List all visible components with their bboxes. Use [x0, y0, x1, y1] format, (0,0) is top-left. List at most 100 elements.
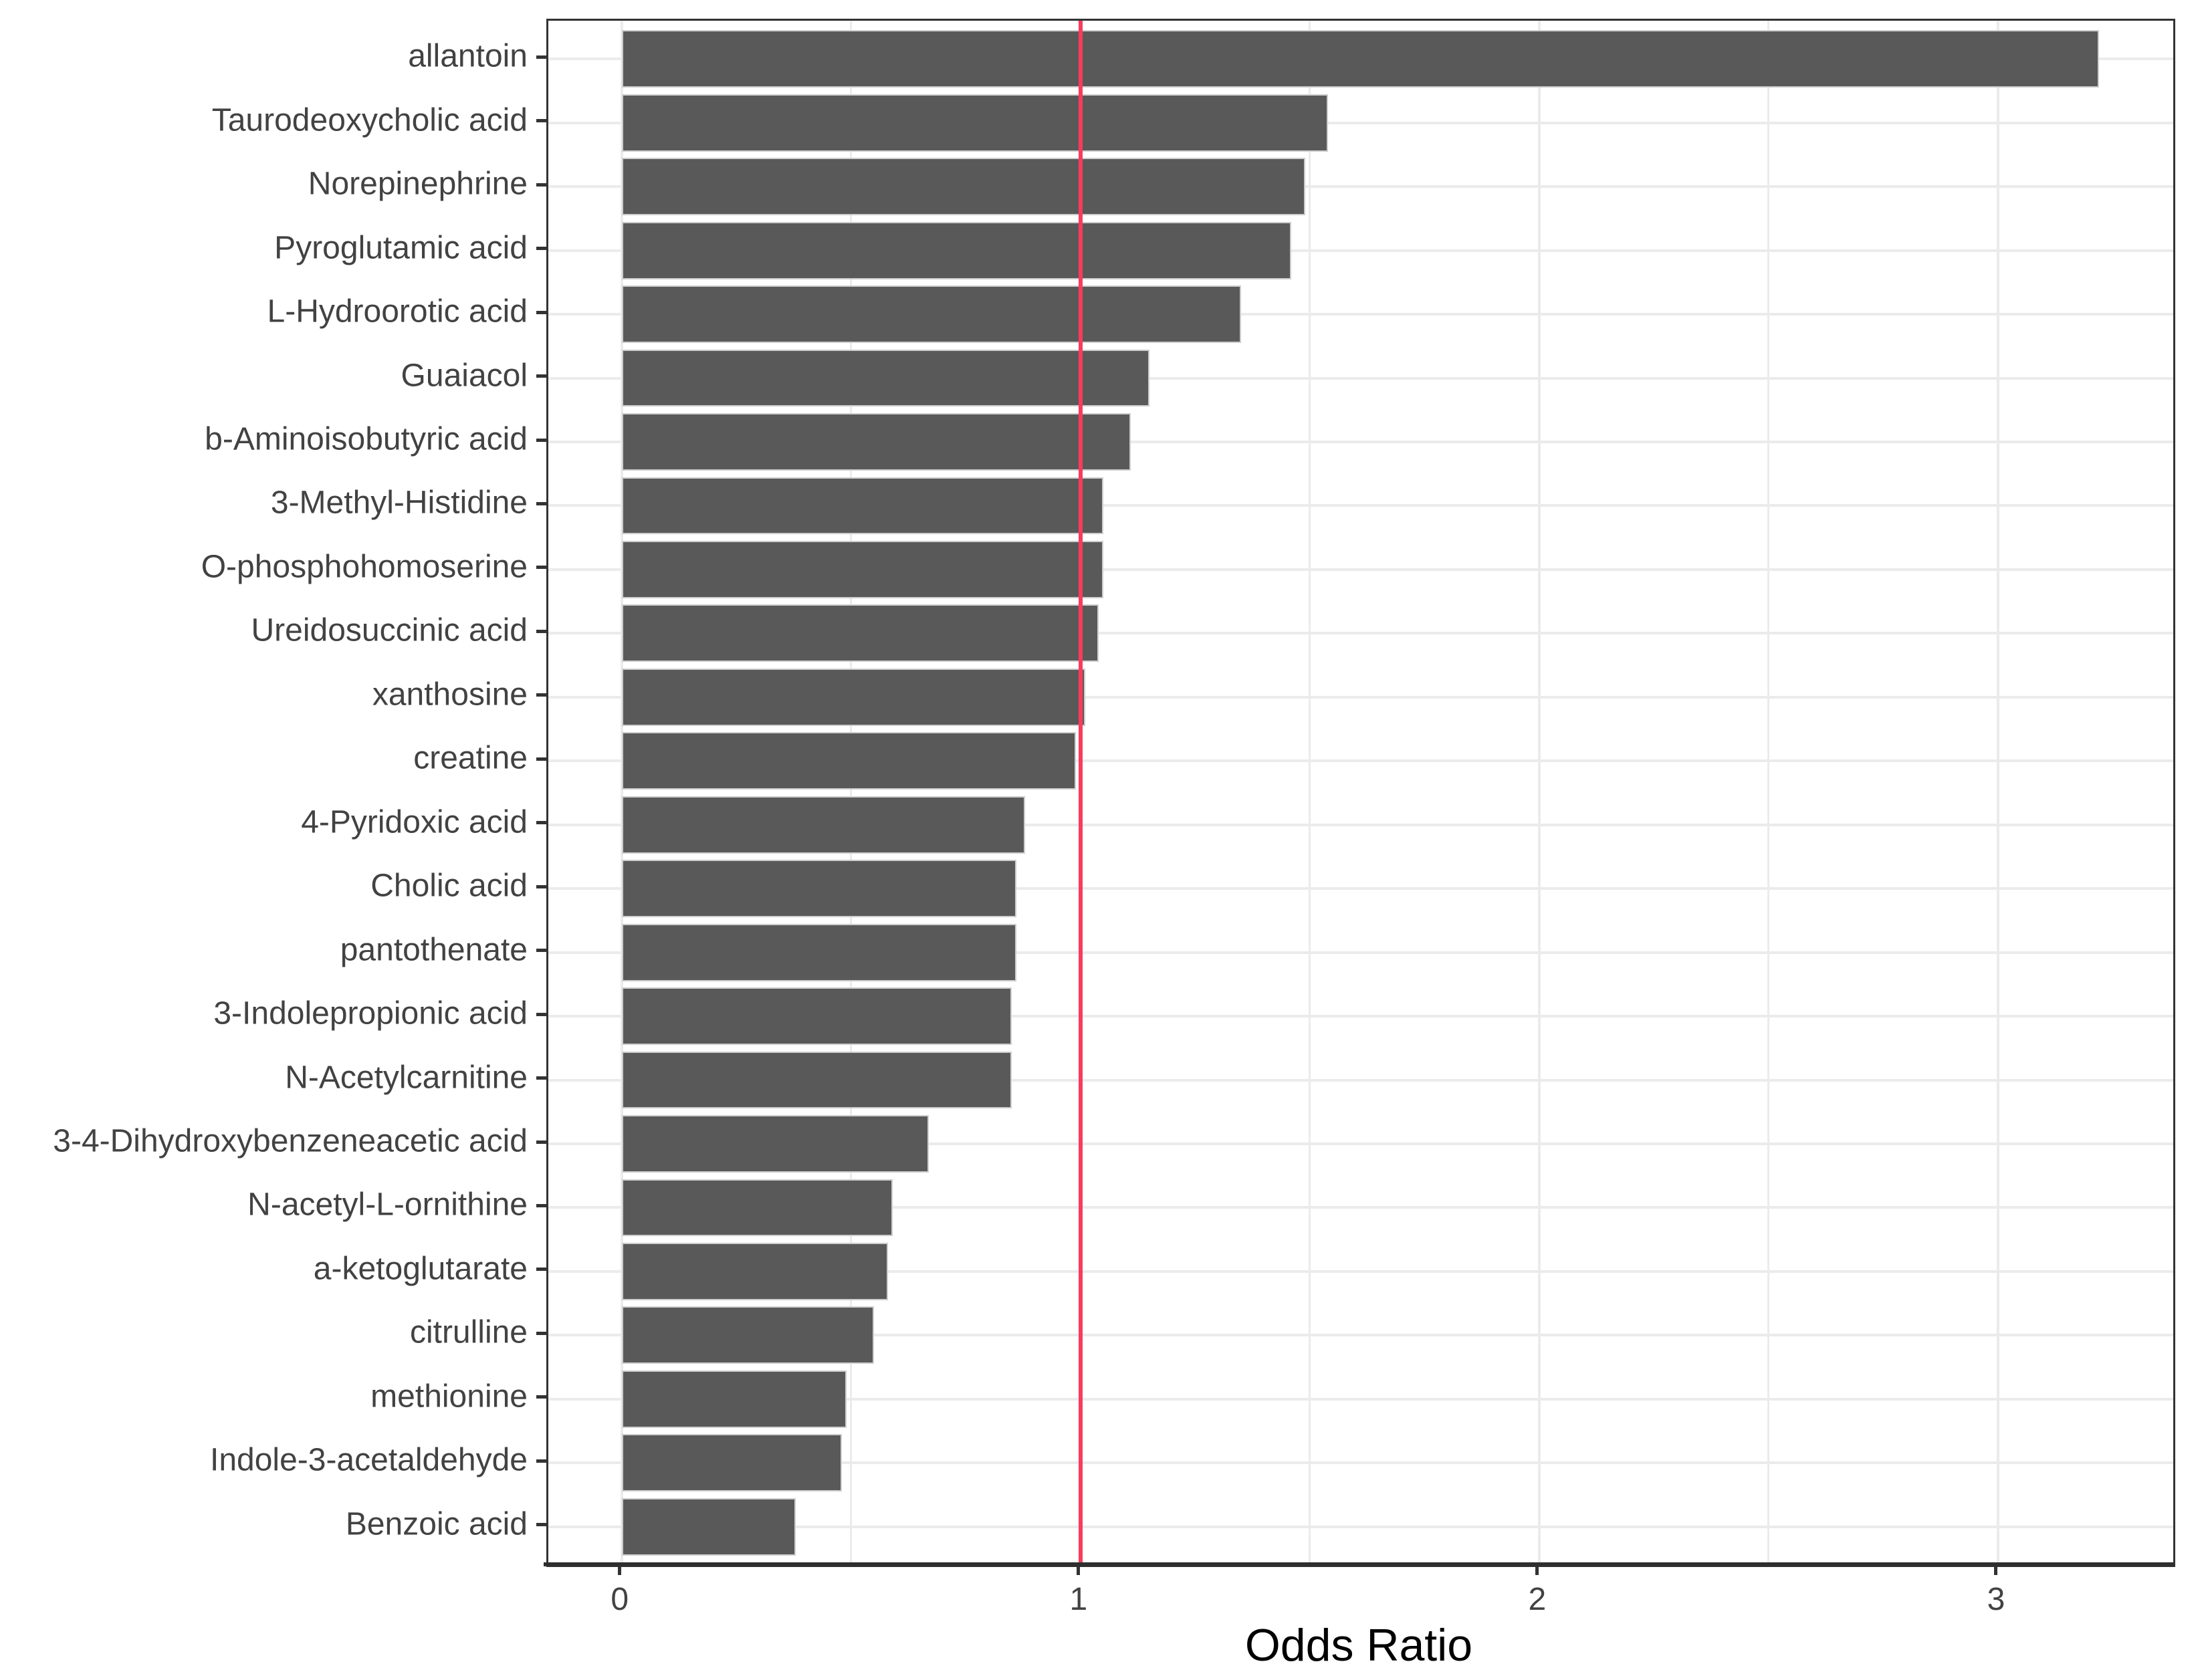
bar [621, 349, 1149, 407]
gridline-y [548, 568, 2173, 571]
bar [621, 540, 1104, 598]
y-axis-label: xanthosine [372, 677, 528, 713]
y-tick [536, 310, 546, 314]
x-tick [1535, 1565, 1539, 1575]
gridline-y [548, 1397, 2173, 1401]
gridline-y [548, 1525, 2173, 1528]
y-axis-label: 3-Methyl-Histidine [270, 485, 528, 521]
bar [621, 732, 1076, 790]
gridline-y [548, 504, 2173, 507]
bar [621, 94, 1329, 152]
gridline-x-major [1996, 21, 1999, 1565]
y-tick [536, 501, 546, 505]
y-axis-label: O-phosphohomoserine [201, 549, 528, 585]
x-tick [1994, 1565, 1998, 1575]
y-tick [536, 1012, 546, 1016]
gridline-y [548, 441, 2173, 443]
x-axis-title: Odds Ratio [1244, 1620, 1473, 1671]
gridline-x-major [1537, 21, 1541, 1565]
x-tick-label: 3 [1987, 1582, 2005, 1617]
gridline-y [548, 951, 2173, 954]
y-axis-label: N-Acetylcarnitine [285, 1060, 528, 1096]
y-tick [536, 821, 546, 825]
y-axis-label: Cholic acid [370, 868, 528, 904]
plot-panel [546, 19, 2175, 1567]
y-axis-label: Indole-3-acetaldehyde [209, 1442, 528, 1478]
y-tick [536, 693, 546, 697]
x-tick [618, 1565, 622, 1575]
y-tick [536, 1459, 546, 1463]
y-tick [536, 183, 546, 187]
gridline-x-minor [1767, 21, 1770, 1565]
x-axis-line [544, 1562, 2174, 1566]
gridline-y [548, 1206, 2173, 1209]
gridline-y [548, 313, 2173, 316]
bar [621, 221, 1292, 279]
gridline-y [548, 759, 2173, 763]
y-axis-label: Pyroglutamic acid [274, 230, 528, 266]
y-axis-label: creatine [413, 740, 528, 776]
y-axis-label: Norepinephrine [308, 166, 528, 202]
y-axis-label: Taurodeoxycholic acid [211, 102, 528, 138]
gridline-y [548, 185, 2173, 189]
y-tick [536, 374, 546, 378]
y-tick [536, 1331, 546, 1335]
bar [621, 987, 1012, 1046]
gridline-x-minor [1309, 21, 1311, 1565]
y-tick [536, 1203, 546, 1207]
bar [621, 1497, 796, 1556]
x-tick-label: 1 [1069, 1582, 1088, 1617]
bar [621, 860, 1016, 918]
y-tick [536, 119, 546, 123]
bar [621, 1179, 893, 1237]
bar [621, 1306, 875, 1364]
bar [621, 30, 2099, 88]
y-axis-label: Benzoic acid [345, 1506, 528, 1542]
y-axis-label: citrulline [409, 1314, 528, 1350]
x-tick [1077, 1565, 1081, 1575]
bar [621, 158, 1305, 216]
gridline-y [548, 1078, 2173, 1082]
bar [621, 413, 1131, 471]
gridline-y [548, 823, 2173, 826]
bar [621, 1370, 847, 1428]
y-axis-label: 3-4-Dihydroxybenzeneacetic acid [53, 1123, 528, 1159]
gridline-y [548, 632, 2173, 635]
x-tick-label: 0 [611, 1582, 629, 1617]
y-tick [536, 247, 546, 251]
y-tick [536, 629, 546, 633]
bar [621, 1242, 888, 1300]
bar [621, 1115, 929, 1173]
y-axis-label: 3-Indolepropionic acid [213, 995, 528, 1032]
gridline-y [548, 121, 2173, 124]
bar [621, 796, 1026, 854]
bar [621, 1434, 843, 1492]
gridline-y [548, 376, 2173, 380]
y-tick [536, 1523, 546, 1527]
gridline-y [548, 249, 2173, 252]
y-axis-label: Ureidosuccinic acid [251, 612, 528, 648]
bar [621, 477, 1104, 535]
bar [621, 1051, 1012, 1109]
y-tick [536, 949, 546, 953]
y-tick [536, 55, 546, 59]
y-tick [536, 1268, 546, 1272]
gridline-x-major [620, 21, 623, 1565]
gridline-y [548, 1143, 2173, 1145]
gridline-x-minor [850, 21, 853, 1565]
bar [621, 668, 1085, 726]
y-axis-label: methionine [370, 1378, 528, 1415]
gridline-y [548, 887, 2173, 890]
bar [621, 923, 1016, 981]
y-tick [536, 1395, 546, 1399]
y-axis-label: b-Aminoisobutyric acid [205, 421, 528, 457]
reference-line [1078, 21, 1083, 1565]
y-axis-label: pantothenate [340, 932, 528, 968]
y-axis-label: L-Hydroorotic acid [267, 293, 528, 330]
y-axis-label: a-ketoglutarate [313, 1251, 528, 1287]
bar [621, 604, 1099, 663]
y-axis-label: Guaiacol [401, 358, 528, 394]
y-axis-label: N-acetyl-L-ornithine [247, 1187, 528, 1223]
gridline-y [548, 1270, 2173, 1273]
